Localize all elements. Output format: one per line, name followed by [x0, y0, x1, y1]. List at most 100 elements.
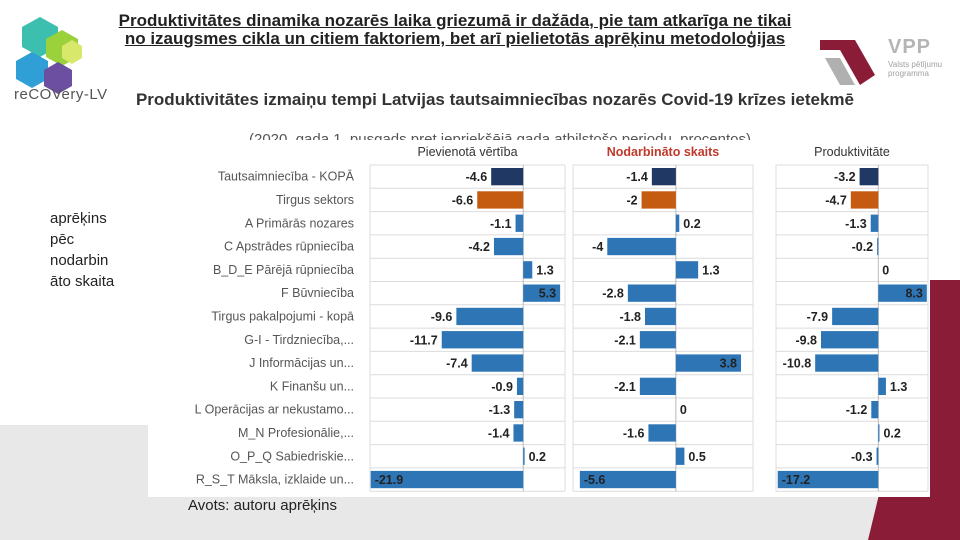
- bar: [515, 214, 524, 232]
- bar: [878, 424, 880, 442]
- bar: [870, 214, 879, 232]
- bar: [876, 447, 879, 465]
- bar: [523, 447, 525, 465]
- bar: [871, 401, 879, 419]
- bar: [477, 191, 524, 209]
- data-label: 0.2: [883, 426, 900, 440]
- data-label: 1.3: [536, 263, 553, 277]
- vpp-logo-text: VPP: [888, 36, 932, 58]
- bar: [516, 377, 524, 395]
- series-header: Nodarbināto skaits: [607, 145, 720, 159]
- data-label: -0.2: [852, 240, 874, 254]
- bar: [493, 237, 524, 256]
- data-label: -3.2: [834, 170, 856, 184]
- data-label: -17.2: [782, 473, 811, 487]
- bar: [513, 424, 524, 442]
- bar: [370, 470, 524, 489]
- data-label: -1.4: [626, 170, 648, 184]
- data-label: -9.6: [431, 310, 453, 324]
- bar: [675, 354, 741, 372]
- bar: [639, 377, 676, 395]
- category-label: B_D_E Pārējā rūpniecība: [213, 263, 354, 277]
- bar: [514, 401, 524, 419]
- recovery-logo-icon: [16, 17, 82, 94]
- slide-title: Produktivitātes dinamika nozarēs laika g…: [118, 11, 792, 48]
- series-header: Pievienotā vērtība: [417, 145, 517, 159]
- data-label: -4.2: [468, 240, 490, 254]
- bar: [645, 307, 676, 326]
- category-label: Tirgus pakalpojumi - kopā: [211, 309, 354, 323]
- data-label: -4: [592, 240, 603, 254]
- data-label: -1.6: [623, 426, 645, 440]
- data-label: 0.2: [529, 450, 546, 464]
- chart-title: Produktivitātes izmaiņu tempi Latvijas t…: [135, 90, 855, 109]
- bar: [832, 307, 879, 326]
- bar: [777, 470, 879, 489]
- data-label: -2.1: [614, 333, 636, 347]
- data-label: -7.4: [446, 357, 468, 371]
- data-label: -1.8: [619, 310, 641, 324]
- category-label: M_N Profesionālie,...: [238, 426, 354, 440]
- bar: [859, 168, 879, 186]
- bar: [491, 168, 524, 186]
- data-label: 5.3: [539, 287, 556, 301]
- series-header: Produktivitāte: [814, 145, 890, 159]
- category-label: C Apstrādes rūpniecība: [224, 240, 354, 254]
- data-label: -1.4: [488, 426, 510, 440]
- data-label: -9.8: [795, 333, 817, 347]
- category-label: F Būvniecība: [281, 286, 354, 300]
- data-label: -0.3: [851, 450, 873, 464]
- category-label: Tautsaimniecība - KOPĀ: [218, 170, 355, 184]
- bar: [607, 237, 676, 256]
- data-label: -5.6: [584, 473, 606, 487]
- bar: [641, 191, 676, 209]
- category-label: R_S_T Māksla, izklaide un...: [196, 473, 354, 487]
- bar: [850, 191, 879, 209]
- bar: [579, 470, 676, 489]
- data-label: -1.2: [846, 403, 868, 417]
- data-label: 0.2: [683, 217, 700, 231]
- vpp-logo-subtext: Valsts pētījumu programma: [888, 60, 943, 78]
- bar: [523, 284, 561, 302]
- data-label: 0.5: [688, 450, 705, 464]
- data-label: 0: [882, 263, 889, 277]
- data-label: -11.7: [410, 333, 438, 347]
- category-label: K Finanšu un...: [270, 379, 354, 393]
- bar: [675, 447, 685, 465]
- bar: [821, 331, 879, 349]
- data-label: -1.3: [489, 403, 511, 417]
- bar: [675, 214, 680, 232]
- data-label: -4.7: [825, 193, 847, 207]
- bar: [523, 261, 533, 279]
- bar: [639, 331, 676, 349]
- data-label: 1.3: [702, 263, 719, 277]
- bar: [441, 331, 524, 349]
- bar: [651, 168, 676, 186]
- bar: [877, 237, 879, 256]
- data-label: -6.6: [452, 193, 474, 207]
- data-label: 8.3: [905, 287, 922, 301]
- bar: [878, 377, 886, 395]
- data-label: -2.8: [602, 287, 624, 301]
- data-label: 0: [680, 403, 687, 417]
- bar: [648, 424, 676, 442]
- data-label: -21.9: [375, 473, 404, 487]
- category-label: G-I - Tirdzniecība,...: [244, 333, 354, 347]
- data-label: -1.3: [845, 217, 867, 231]
- bar-chart: Tautsaimniecība - KOPĀ Tirgus sektors A Pr…: [195, 145, 929, 492]
- data-label: -1.1: [490, 217, 512, 231]
- chart-panel: Tautsaimniecība - KOPĀ Tirgus sektors A Pr…: [148, 140, 930, 497]
- data-label: -0.9: [491, 380, 513, 394]
- bar: [456, 307, 524, 326]
- data-label: -2.1: [614, 380, 636, 394]
- data-label: -2: [626, 193, 637, 207]
- bar: [675, 261, 699, 279]
- source-note: Avots: autoru aprēķins: [188, 497, 337, 514]
- bar: [878, 284, 927, 302]
- bar: [627, 284, 676, 302]
- category-label: J Informācijas un...: [249, 356, 354, 370]
- recovery-logo-text: reCOVery-LV: [14, 86, 108, 103]
- data-label: -10.8: [783, 357, 812, 371]
- side-note: aprēķins pēc nodarbin āto skaita: [50, 210, 115, 290]
- category-label: A Primārās nozares: [245, 216, 354, 230]
